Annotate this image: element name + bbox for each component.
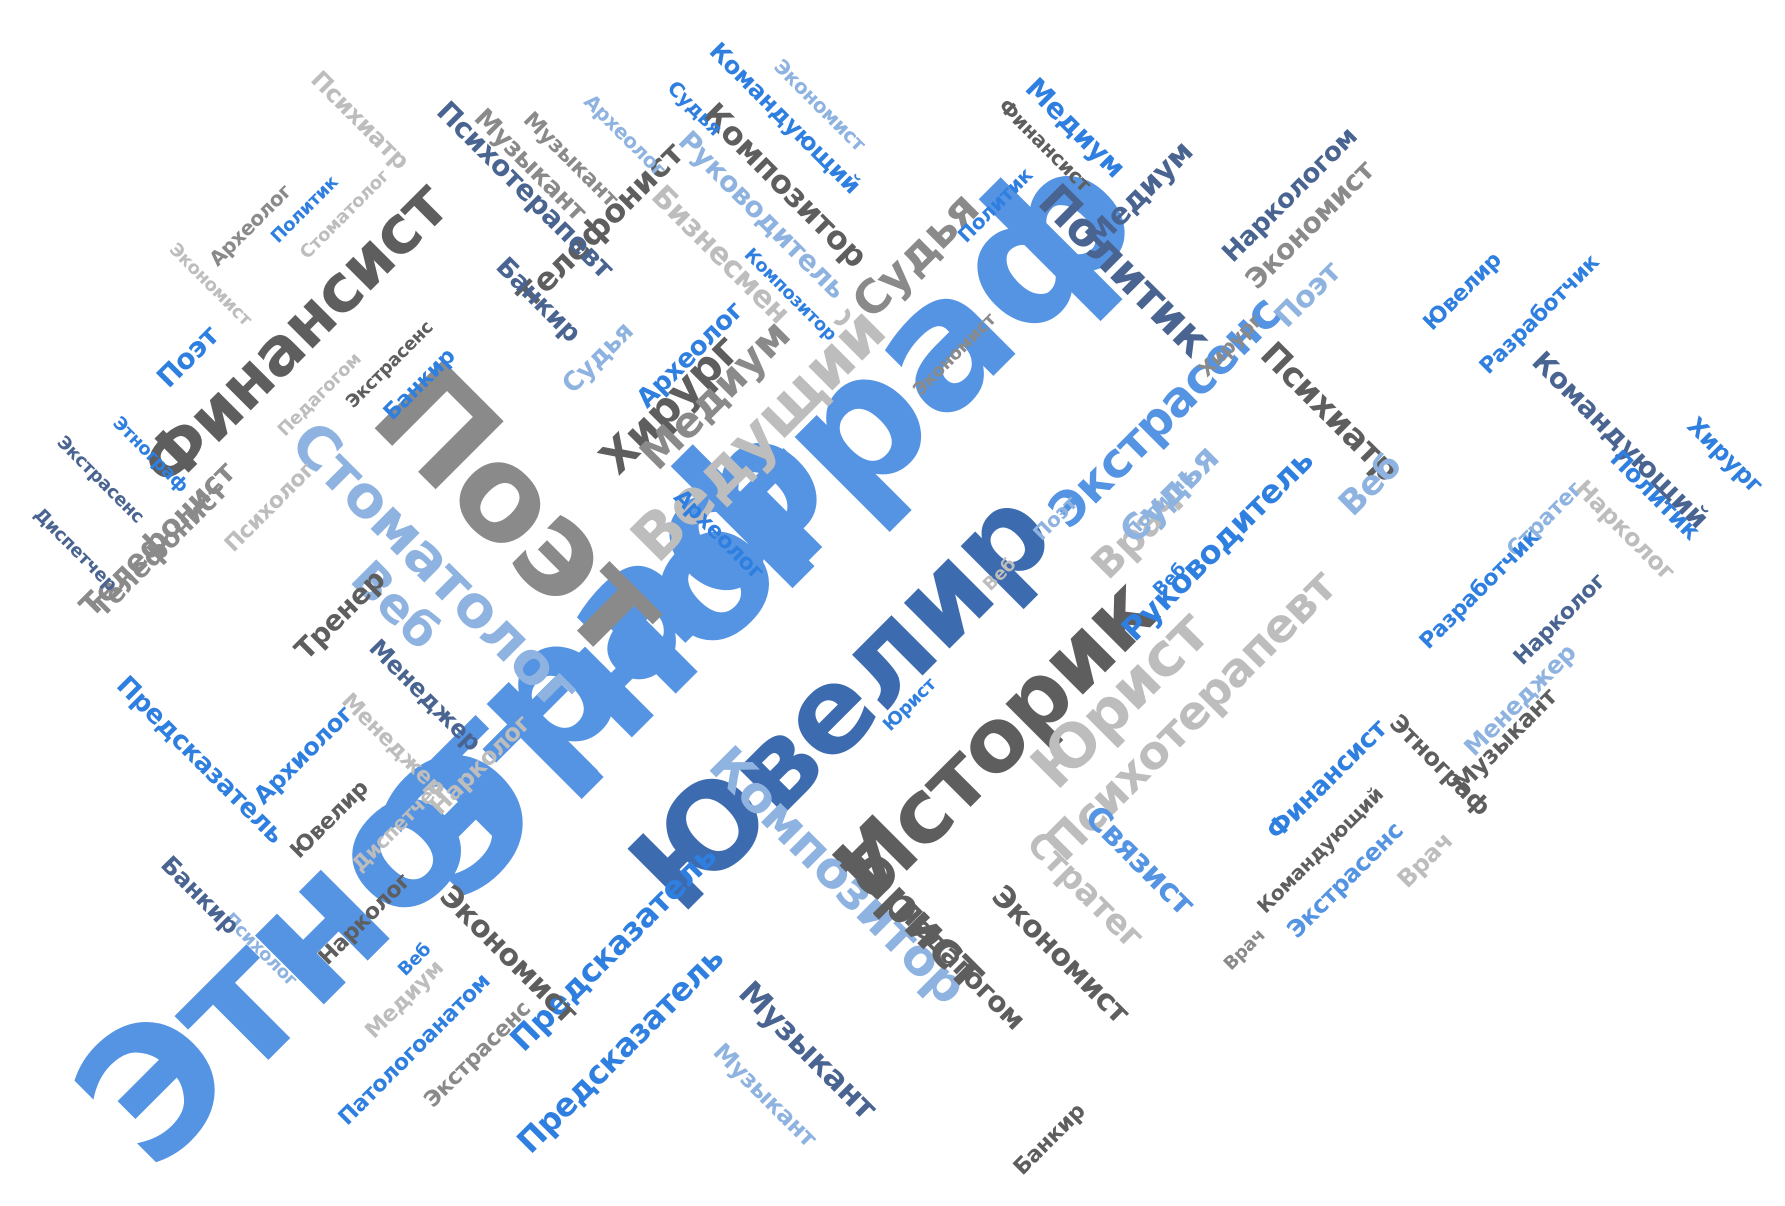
cloud-word: Врач (1219, 924, 1270, 975)
cloud-word: Банкир (1008, 1098, 1091, 1181)
cloud-word: Предсказатель (110, 670, 290, 850)
cloud-word: Ювелир (1418, 247, 1507, 336)
cloud-word: Диспетчер (29, 503, 122, 596)
cloud-word: Хирург (1681, 411, 1769, 499)
cloud-word: Разработчик (1414, 524, 1545, 655)
cloud-word: Психиатр (305, 65, 415, 175)
